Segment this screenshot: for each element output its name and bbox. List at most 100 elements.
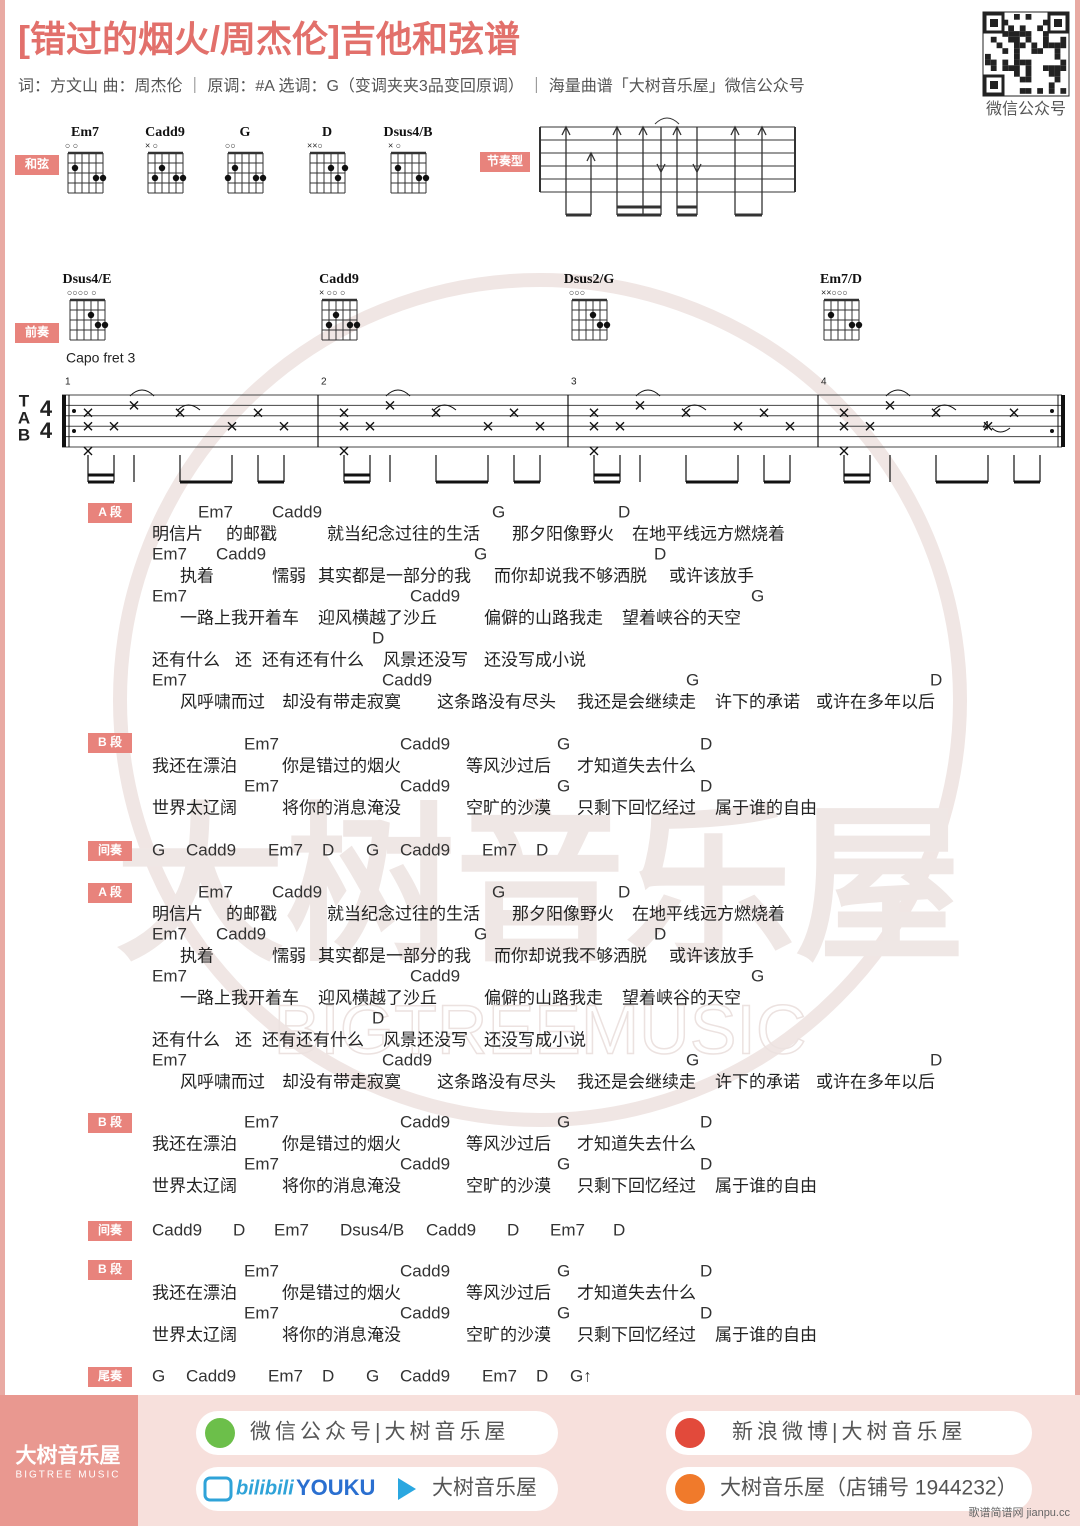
tab-note xyxy=(509,408,519,418)
lyric: 等风沙过后 xyxy=(466,756,551,775)
measure-number: 1 xyxy=(65,377,71,388)
tab-note xyxy=(615,421,625,431)
rhythm-arrow xyxy=(561,125,571,136)
qr-cell xyxy=(1002,31,1009,37)
lyric: 只剩下回忆经过 xyxy=(577,1325,696,1344)
lyric: 一路上我开着车 xyxy=(180,988,299,1007)
section-label-box xyxy=(88,1260,132,1280)
footer-video-name: 大树音乐屋 xyxy=(432,1477,537,1500)
tab-note xyxy=(109,421,119,431)
chord: G xyxy=(557,1112,570,1131)
lyric: 等风沙过后 xyxy=(466,1283,551,1302)
finger-dot xyxy=(346,321,354,329)
tab-note xyxy=(535,421,545,431)
chord: D xyxy=(322,1366,334,1385)
section-label-box xyxy=(88,1113,132,1133)
lyric: 而你却说我不够洒脱 xyxy=(494,566,647,585)
chord: D xyxy=(372,628,384,647)
section-label-box xyxy=(88,503,132,523)
chord: D xyxy=(372,1008,384,1027)
lyric: 才知道失去什么 xyxy=(577,1134,696,1153)
finger-dot xyxy=(94,321,102,329)
tab-tie xyxy=(635,389,661,397)
chord: Cadd9 xyxy=(216,544,266,563)
lyric: 等风沙过后 xyxy=(466,1134,551,1153)
section-label-box xyxy=(88,1221,132,1241)
tab-note xyxy=(175,408,185,418)
lyric: 只剩下回忆经过 xyxy=(577,1176,696,1195)
qr-cell xyxy=(1037,88,1043,94)
tab-tie xyxy=(385,389,411,397)
chord: G xyxy=(474,544,487,563)
lyric: 偏僻的山路我走 xyxy=(484,988,603,1007)
tab-note xyxy=(983,421,993,431)
lyric: 或许在多年以后 xyxy=(816,692,935,711)
finger-dot xyxy=(101,321,109,329)
lyric: 迎风横越了沙丘 xyxy=(318,608,437,627)
tab-tie xyxy=(433,404,457,411)
lyric: 才知道失去什么 xyxy=(577,1283,696,1302)
lyric: 执着 xyxy=(180,566,214,585)
section-label-box xyxy=(88,883,132,903)
rhythm-arrow xyxy=(586,151,596,162)
tab-clef: B xyxy=(18,425,30,444)
chord: Cadd9 xyxy=(186,1366,236,1385)
qr-cell xyxy=(1025,31,1032,37)
chord: D xyxy=(322,840,334,859)
lyric: 我还是会继续走 xyxy=(577,692,696,711)
chord: Em7 xyxy=(198,882,233,901)
finger-dot xyxy=(353,321,361,329)
qr-cell xyxy=(1054,48,1061,54)
tab-note xyxy=(129,400,139,410)
wechat-icon xyxy=(205,1418,235,1448)
tab-note xyxy=(839,446,849,456)
tab-note xyxy=(681,408,691,418)
tab-tie xyxy=(177,404,201,411)
tab-note xyxy=(431,408,441,418)
qr-cell xyxy=(1014,53,1020,60)
chord: Em7 xyxy=(482,840,517,859)
chord: D xyxy=(613,1220,625,1239)
open-strings: ××○○○ xyxy=(821,287,848,297)
chord: G↑ xyxy=(570,1366,592,1385)
lyric: 偏僻的山路我走 xyxy=(484,608,603,627)
finger-dot xyxy=(415,174,423,182)
qr-cell xyxy=(1014,36,1020,43)
title: [错过的烟火/周杰伦]吉他和弦谱 xyxy=(18,19,520,60)
chord: D xyxy=(700,1112,712,1131)
tab-note xyxy=(931,408,941,418)
chord: Cadd9 xyxy=(400,776,450,795)
qr-cell xyxy=(1025,65,1032,71)
lyric: 将你的消息淹没 xyxy=(282,798,401,817)
tab-note xyxy=(339,408,349,418)
qr-cell xyxy=(1025,71,1032,77)
lyric: 那夕阳像野火 xyxy=(512,904,614,923)
qr-cell xyxy=(1019,42,1026,49)
qr-cell xyxy=(1043,65,1049,71)
measure-number: 3 xyxy=(571,377,577,388)
rhythm-arrow xyxy=(692,163,702,174)
chord: Em7 xyxy=(482,1366,517,1385)
section-label: B 段 xyxy=(98,734,123,749)
footer-brand: 大树音乐屋 xyxy=(16,1444,121,1468)
chord: Cadd9 xyxy=(272,882,322,901)
lyric: 而你却说我不够洒脱 xyxy=(494,946,647,965)
section-label: 尾奏 xyxy=(98,1368,123,1383)
qr-cell xyxy=(1019,31,1026,37)
finger-dot xyxy=(71,164,79,172)
chord: D xyxy=(654,924,666,943)
lyric: 懦弱 xyxy=(272,566,306,585)
qr-cell xyxy=(1060,59,1067,66)
lyric: 世界太辽阔 xyxy=(152,798,237,817)
qr-cell xyxy=(1031,48,1038,54)
chord: D xyxy=(700,1261,712,1280)
finger-dot xyxy=(158,164,166,172)
lyric: 还有还有什么 xyxy=(262,650,364,669)
chord: Em7 xyxy=(244,776,279,795)
chord: Cadd9 xyxy=(152,1220,202,1239)
tab-note xyxy=(759,408,769,418)
chord: Cadd9 xyxy=(400,1261,450,1280)
lyric: 世界太辽阔 xyxy=(152,1176,237,1195)
qr-cell xyxy=(990,65,997,71)
